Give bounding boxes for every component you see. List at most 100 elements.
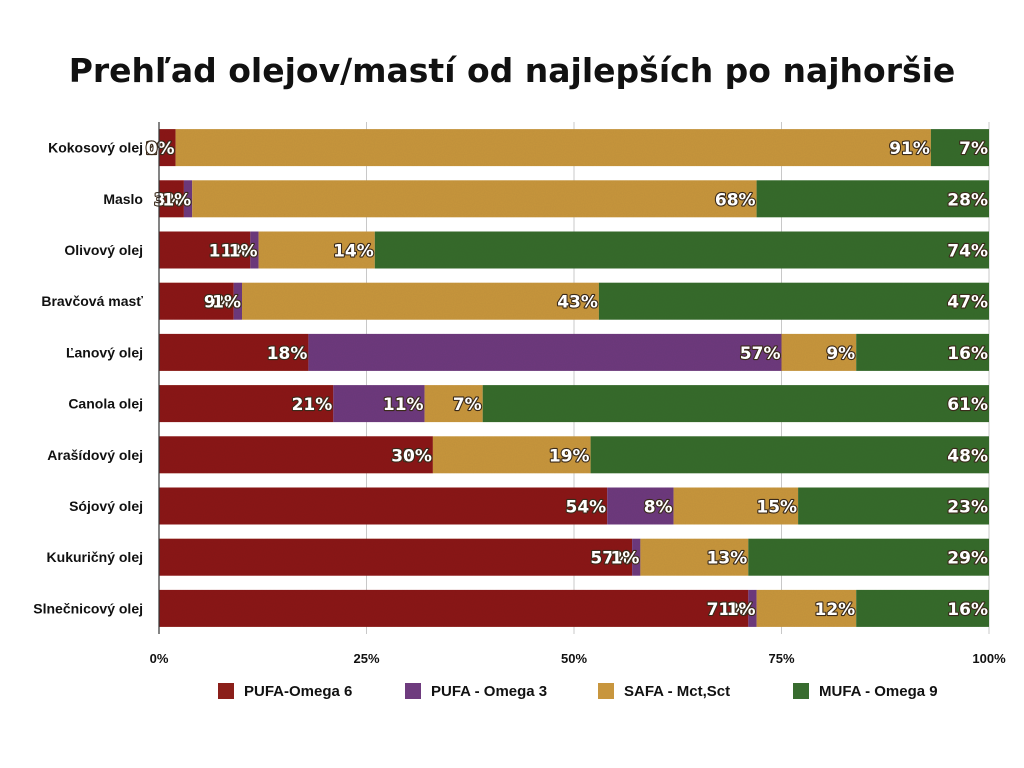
- legend-label: MUFA - Omega 9: [819, 683, 938, 700]
- category-label: Kukuričný olej: [47, 549, 143, 565]
- data-label: 21%: [292, 395, 333, 415]
- data-label: 1%: [727, 600, 756, 620]
- data-label: 19%: [549, 446, 590, 466]
- bar-segment: [432, 436, 591, 474]
- bar-segment: [308, 333, 782, 371]
- legend-swatch: [218, 683, 234, 699]
- category-label: Ľanový olej: [66, 344, 143, 360]
- bar-segment: [159, 129, 176, 167]
- bar-segment: [748, 538, 989, 576]
- data-label: 16%: [947, 344, 988, 364]
- bar-segment: [159, 487, 608, 525]
- data-label: 13%: [707, 549, 748, 569]
- bar-segment: [756, 589, 857, 627]
- category-label: Canola olej: [68, 396, 143, 412]
- data-label: 18%: [267, 344, 308, 364]
- category-label: Kokosový olej: [48, 140, 143, 156]
- bar-segment: [242, 282, 599, 320]
- bar-segment: [250, 231, 259, 269]
- bar-segment: [781, 333, 857, 371]
- data-label: 3%: [154, 190, 183, 210]
- data-label: 8%: [644, 498, 673, 518]
- data-label: 71%: [707, 600, 748, 620]
- data-label: 74%: [947, 242, 988, 262]
- data-label: 11%: [209, 242, 250, 262]
- bar-segment: [756, 180, 989, 218]
- x-tick-label: 100%: [972, 651, 1006, 666]
- bar-segment: [159, 231, 251, 269]
- data-label: 57%: [590, 549, 631, 569]
- bar-segment: [856, 333, 989, 371]
- data-label: 68%: [715, 190, 756, 210]
- data-label: 43%: [557, 293, 598, 313]
- bar-segment: [598, 282, 989, 320]
- category-label: Slnečnicový olej: [33, 600, 143, 616]
- bar-segment: [192, 180, 757, 218]
- legend-swatch: [793, 683, 809, 699]
- data-label: 91%: [889, 139, 930, 159]
- x-tick-label: 50%: [561, 651, 587, 666]
- data-label: 7%: [959, 139, 988, 159]
- bar-segment: [590, 436, 989, 474]
- data-label: 47%: [947, 293, 988, 313]
- bar-segment: [632, 538, 641, 576]
- bar-segment: [159, 282, 234, 320]
- legend: PUFA-Omega 6 PUFA - Omega 3 SAFA - Mct,Sct…: [218, 683, 938, 700]
- bar-segment: [374, 231, 989, 269]
- data-label: 28%: [947, 190, 988, 210]
- category-label: Maslo: [103, 191, 143, 207]
- x-tick-label: 25%: [353, 651, 379, 666]
- bar-segment: [748, 589, 757, 627]
- data-label: 1%: [229, 242, 258, 262]
- data-label: 2%: [146, 139, 175, 159]
- bar-segment: [607, 487, 674, 525]
- data-label: 29%: [947, 549, 988, 569]
- category-label: Arašídový olej: [47, 447, 143, 463]
- chart-title: Prehľad olejov/mastí od najlepších po na…: [69, 51, 956, 90]
- data-label: 61%: [947, 395, 988, 415]
- legend-label: PUFA-Omega 6: [244, 683, 352, 700]
- data-label: 12%: [814, 600, 855, 620]
- bar-segment: [640, 538, 749, 576]
- bar-segment: [159, 538, 633, 576]
- bar-segment: [233, 282, 242, 320]
- bar-segment: [159, 333, 309, 371]
- data-label: 0%: [403, 446, 432, 466]
- bar-segment: [798, 487, 989, 525]
- bar-segment: [159, 385, 334, 423]
- legend-label: SAFA - Mct,Sct: [624, 683, 730, 700]
- bar-segment: [856, 589, 989, 627]
- bar-segment: [424, 385, 483, 423]
- x-tick-label: 75%: [768, 651, 794, 666]
- bar-segment: [930, 129, 989, 167]
- axes: 0% 25% 50% 75% 100% Kokosový olej Maslo Olivový…: [33, 122, 1006, 666]
- bar-segment: [159, 180, 184, 218]
- data-label: 9%: [204, 293, 233, 313]
- data-label: 33%: [391, 446, 432, 466]
- legend-swatch: [405, 683, 421, 699]
- bar-segment: [258, 231, 375, 269]
- data-label: 9%: [826, 344, 855, 364]
- data-label: 0%: [146, 139, 175, 159]
- data-labels: 2%0% 91% 7%3%1% 68% 28%11%1% 14% 74%9%1% 43% 47%…: [145, 138, 989, 621]
- data-label: 1%: [212, 293, 241, 313]
- category-label: Bravčová masť: [41, 293, 143, 309]
- legend-label: PUFA - Omega 3: [431, 683, 547, 700]
- x-tick-label: 0%: [150, 651, 169, 666]
- bar-segment: [482, 385, 989, 423]
- bar-segment: [159, 589, 749, 627]
- data-label: 15%: [756, 498, 797, 518]
- bar-segment: [159, 436, 433, 474]
- category-label: Olivový olej: [64, 242, 143, 258]
- data-label: 23%: [947, 498, 988, 518]
- bar-segment: [333, 385, 425, 423]
- data-label: 7%: [453, 395, 482, 415]
- data-label: 14%: [333, 242, 374, 262]
- bar-segment: [673, 487, 799, 525]
- data-label: 1%: [162, 190, 191, 210]
- data-label: 54%: [565, 498, 606, 518]
- category-label: Sójový olej: [69, 498, 143, 514]
- data-label: 48%: [947, 446, 988, 466]
- data-label: 57%: [740, 344, 781, 364]
